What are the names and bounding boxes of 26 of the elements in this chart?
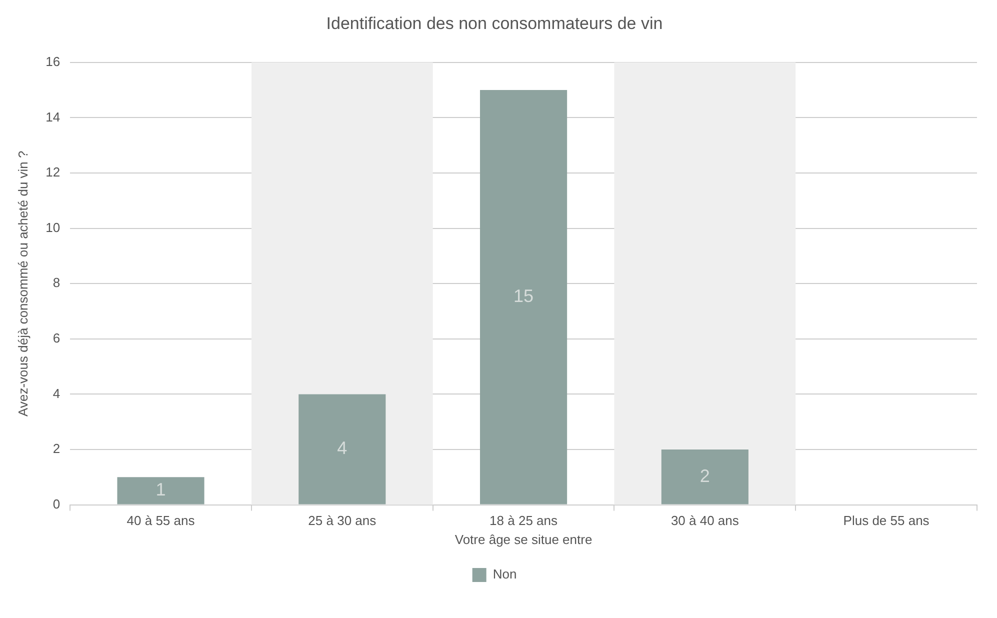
x-tick-label: 25 à 30 ans — [308, 513, 377, 528]
bar — [117, 477, 204, 504]
bar — [661, 450, 748, 504]
y-tick-label: 4 — [52, 386, 60, 401]
chart-title: Identification des non consommateurs de vin — [326, 14, 663, 33]
y-tick-label: 0 — [52, 496, 60, 512]
y-tick-label: 14 — [46, 109, 60, 124]
y-tick-label: 8 — [52, 275, 60, 290]
bar — [298, 394, 386, 504]
y-tick-label: 10 — [46, 220, 60, 235]
bar — [480, 90, 568, 504]
x-tick-label: 18 à 25 ans — [490, 513, 558, 528]
y-tick-label: 12 — [46, 164, 60, 180]
data-label: 15 — [514, 286, 534, 306]
y-tick-label: 2 — [52, 441, 60, 456]
data-label: 2 — [700, 466, 710, 486]
y-tick-label: 6 — [52, 330, 60, 346]
data-label: 1 — [156, 480, 166, 500]
y-tick-label: 16 — [46, 54, 60, 69]
data-label: 4 — [337, 438, 348, 458]
x-tick-label: 30 à 40 ans — [670, 513, 740, 528]
x-tick-label: Plus de 55 ans — [843, 513, 930, 528]
x-axis-title: Votre âge se situe entre — [454, 532, 592, 547]
x-tick-label: 40 à 55 ans — [126, 513, 196, 528]
legend-label: Non — [492, 566, 517, 582]
y-axis-title: Avez-vous déjà consommé ou acheté du vin ? — [15, 150, 30, 416]
